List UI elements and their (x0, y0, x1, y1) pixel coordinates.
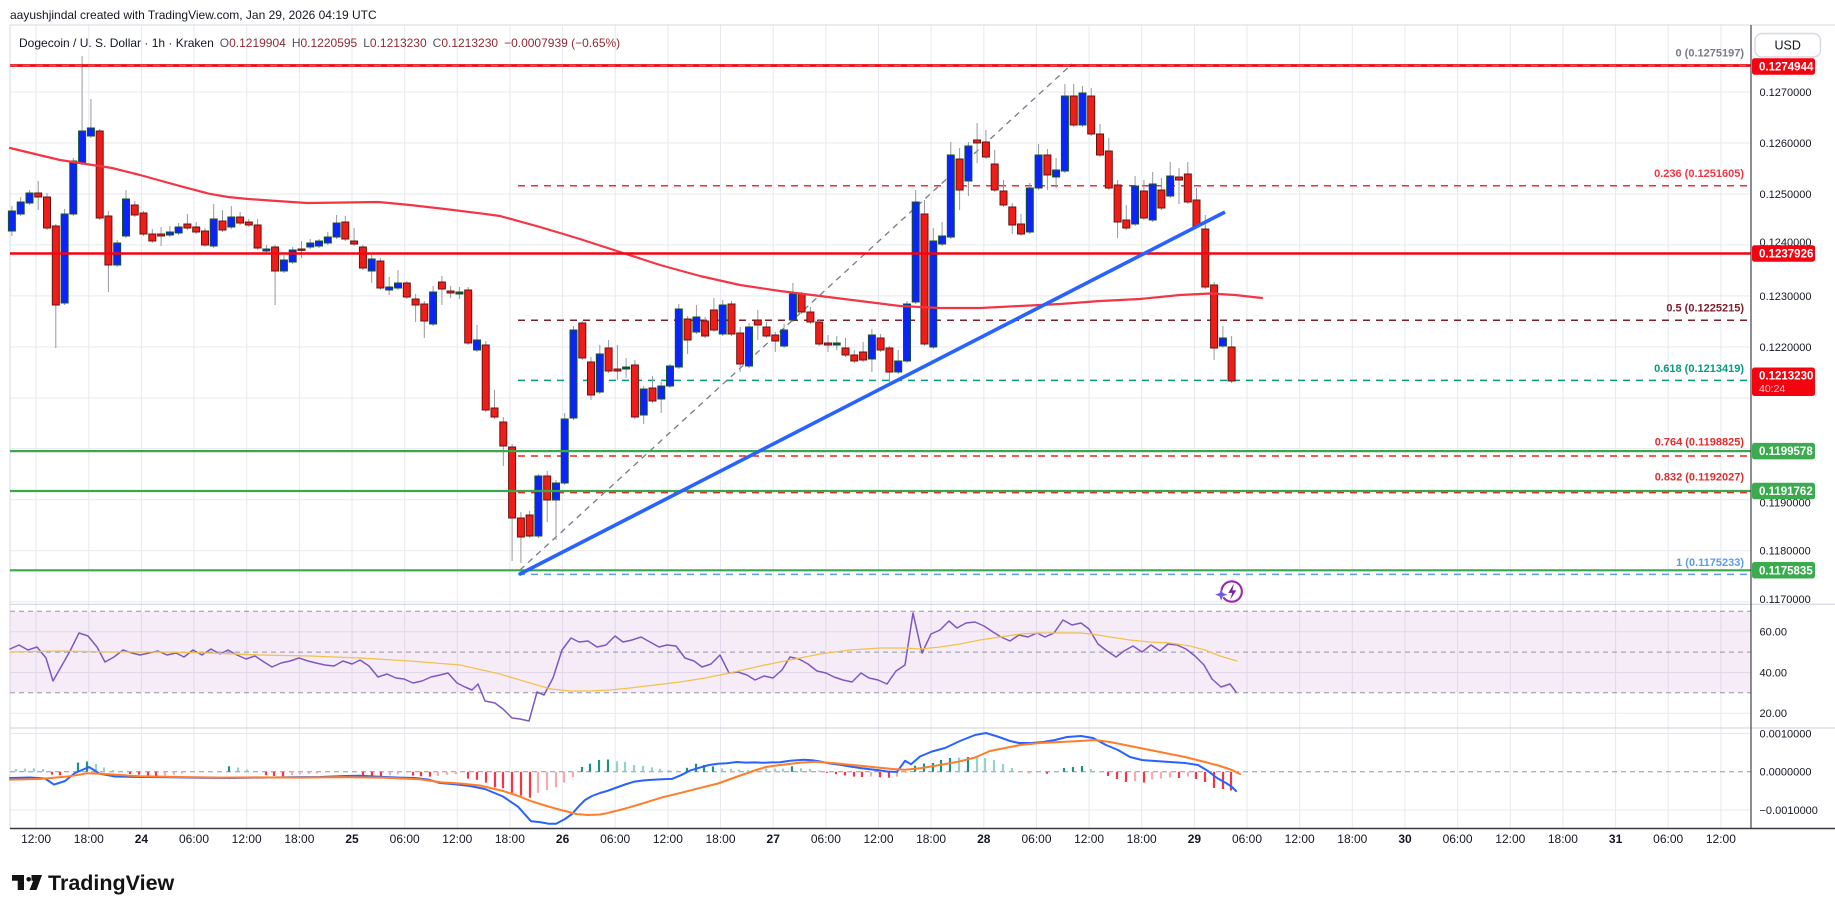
svg-text:06:00: 06:00 (1021, 832, 1051, 846)
svg-text:Dogecoin / U. S. Dollar · 1h ·: Dogecoin / U. S. Dollar · 1h · Kraken O0.… (19, 36, 620, 50)
svg-text:24: 24 (135, 832, 149, 846)
svg-text:30: 30 (1398, 832, 1412, 846)
svg-text:18:00: 18:00 (1127, 832, 1157, 846)
svg-text:27: 27 (767, 832, 781, 846)
svg-text:0.764 (0.1198825): 0.764 (0.1198825) (1655, 437, 1745, 449)
svg-text:0.1270000: 0.1270000 (1760, 87, 1812, 99)
svg-text:−0.0010000: −0.0010000 (1760, 805, 1818, 817)
svg-text:18:00: 18:00 (284, 832, 314, 846)
svg-text:aayushjindal created with Trad: aayushjindal created with TradingView.co… (10, 8, 377, 22)
svg-text:0.1274944: 0.1274944 (1759, 62, 1814, 74)
svg-text:0.1260000: 0.1260000 (1760, 138, 1812, 150)
svg-text:0.1180000: 0.1180000 (1760, 546, 1811, 558)
svg-text:0.0000000: 0.0000000 (1760, 767, 1812, 779)
svg-text:0.1170000: 0.1170000 (1760, 594, 1811, 606)
svg-text:0.236 (0.1251605): 0.236 (0.1251605) (1654, 168, 1744, 180)
svg-text:29: 29 (1188, 832, 1202, 846)
svg-text:12:00: 12:00 (21, 832, 51, 846)
svg-text:06:00: 06:00 (600, 832, 630, 846)
svg-text:0.1175835: 0.1175835 (1759, 565, 1813, 577)
svg-text:0 (0.1275197): 0 (0.1275197) (1676, 48, 1745, 60)
svg-text:12:00: 12:00 (232, 832, 262, 846)
svg-text:12:00: 12:00 (653, 832, 683, 846)
svg-text:06:00: 06:00 (390, 832, 420, 846)
svg-text:18:00: 18:00 (705, 832, 735, 846)
svg-text:12:00: 12:00 (863, 832, 893, 846)
svg-text:TradingView: TradingView (48, 871, 175, 895)
svg-text:0.618 (0.1213419): 0.618 (0.1213419) (1654, 363, 1744, 375)
svg-text:0.1230000: 0.1230000 (1760, 291, 1812, 303)
svg-text:26: 26 (556, 832, 570, 846)
svg-text:06:00: 06:00 (1232, 832, 1262, 846)
svg-text:0.5 (0.1225215): 0.5 (0.1225215) (1666, 303, 1744, 315)
svg-text:0.1199578: 0.1199578 (1759, 446, 1813, 458)
svg-text:18:00: 18:00 (1337, 832, 1367, 846)
svg-text:20.00: 20.00 (1760, 708, 1788, 720)
svg-text:06:00: 06:00 (1653, 832, 1683, 846)
svg-text:0.1191762: 0.1191762 (1759, 486, 1813, 498)
svg-text:06:00: 06:00 (179, 832, 209, 846)
svg-text:12:00: 12:00 (442, 832, 472, 846)
svg-text:0.1237926: 0.1237926 (1759, 249, 1813, 261)
svg-text:18:00: 18:00 (1548, 832, 1578, 846)
svg-text:18:00: 18:00 (495, 832, 525, 846)
svg-text:25: 25 (345, 832, 359, 846)
svg-text:28: 28 (977, 832, 991, 846)
svg-text:06:00: 06:00 (1443, 832, 1473, 846)
svg-text:0.0010000: 0.0010000 (1760, 728, 1812, 740)
svg-text:18:00: 18:00 (916, 832, 946, 846)
svg-text:12:00: 12:00 (1285, 832, 1315, 846)
svg-text:0.1250000: 0.1250000 (1760, 189, 1812, 201)
svg-text:60.00: 60.00 (1760, 627, 1788, 639)
svg-text:USD: USD (1774, 39, 1800, 53)
svg-text:0.832 (0.1192027): 0.832 (0.1192027) (1655, 472, 1745, 484)
svg-text:12:00: 12:00 (1706, 832, 1736, 846)
svg-text:0.1213230: 0.1213230 (1759, 371, 1813, 383)
svg-text:40.00: 40.00 (1760, 667, 1788, 679)
svg-text:12:00: 12:00 (1495, 832, 1525, 846)
svg-text:40:24: 40:24 (1759, 383, 1785, 395)
svg-text:0.1190000: 0.1190000 (1760, 498, 1811, 510)
svg-text:0.1220000: 0.1220000 (1760, 342, 1812, 354)
svg-text:1 (0.1175233): 1 (0.1175233) (1676, 557, 1744, 569)
svg-text:06:00: 06:00 (811, 832, 841, 846)
svg-text:12:00: 12:00 (1074, 832, 1104, 846)
svg-text:18:00: 18:00 (74, 832, 104, 846)
svg-text:31: 31 (1609, 832, 1623, 846)
